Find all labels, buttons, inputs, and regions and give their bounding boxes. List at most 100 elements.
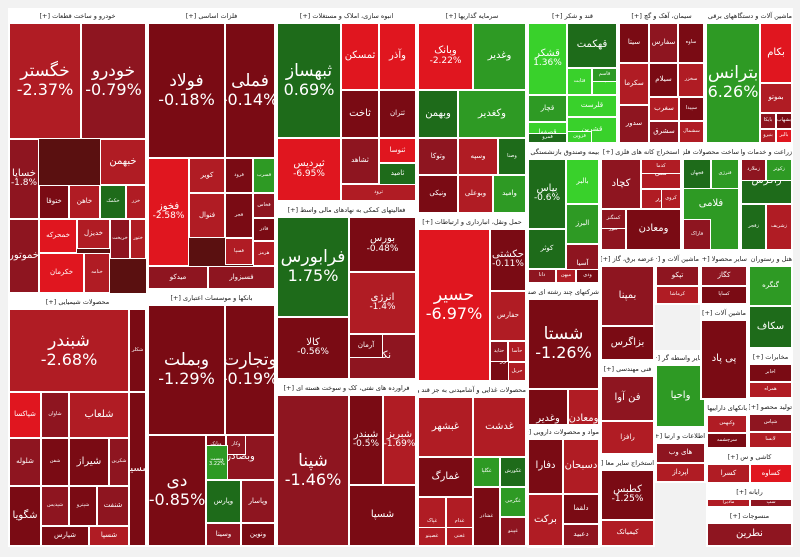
stock-tile[interactable]: سفارس: [649, 23, 678, 63]
stock-tile[interactable]: البرز: [566, 204, 599, 244]
sector-header[interactable]: فنی مهندسی [+]: [601, 362, 654, 376]
stock-tile[interactable]: وکبهمن: [707, 415, 747, 433]
stock-tile[interactable]: سکرما: [619, 63, 649, 105]
stock-tile[interactable]: ثرود: [341, 184, 416, 201]
stock-tile[interactable]: شسپا: [349, 485, 416, 546]
sector-header[interactable]: سرمایه گذاریها [+]: [418, 9, 526, 23]
stock-tile[interactable]: قثابت: [567, 68, 592, 95]
stock-tile[interactable]: ختوقا: [39, 185, 69, 219]
sector-header[interactable]: بیمه وصندوق بازنشستگی [+]: [528, 145, 599, 159]
stock-tile[interactable]: شپاکسا: [9, 392, 41, 438]
stock-tile[interactable]: نطرین: [707, 523, 792, 546]
stock-tile[interactable]: ثپردیس -6.95%: [277, 138, 341, 201]
stock-tile[interactable]: خنامه: [84, 253, 110, 293]
stock-tile[interactable]: حآسا: [508, 341, 526, 362]
stock-tile[interactable]: زشریف: [766, 204, 792, 250]
stock-tile[interactable]: غکورش: [500, 457, 526, 487]
sector-header[interactable]: قند و شکر [+]: [528, 9, 617, 23]
sector-header[interactable]: انبوه سازی، املاک و مستغلات [+]: [277, 9, 416, 23]
stock-tile[interactable]: شبریز -1.69%: [383, 395, 416, 485]
stock-tile[interactable]: وغدیر: [473, 23, 526, 90]
stock-tile[interactable]: بایکا: [760, 113, 776, 129]
stock-tile[interactable]: فجر: [225, 193, 253, 238]
stock-tile[interactable]: خموتور: [9, 219, 39, 293]
stock-tile[interactable]: دفارا: [528, 439, 563, 494]
stock-tile[interactable]: غغنی: [446, 527, 473, 546]
stock-tile[interactable]: فسبزوار: [208, 266, 275, 289]
stock-tile[interactable]: رافزا: [601, 421, 654, 454]
stock-tile[interactable]: شپدیس: [41, 486, 69, 526]
stock-tile[interactable]: خمحرکه: [39, 219, 77, 253]
stock-tile[interactable]: قمرو: [528, 133, 567, 143]
stock-tile[interactable]: خزر: [126, 185, 146, 219]
stock-tile[interactable]: کدما: [641, 159, 681, 174]
stock-tile[interactable]: ونیکی: [418, 175, 458, 213]
stock-tile[interactable]: بکام: [760, 23, 792, 83]
stock-tile[interactable]: انرژی -1.4%: [349, 272, 416, 334]
stock-tile[interactable]: واحیا: [656, 365, 705, 427]
stock-tile[interactable]: خدیزل: [77, 219, 110, 249]
stock-tile[interactable]: برکت: [528, 494, 563, 546]
stock-tile[interactable]: فجهان: [683, 159, 711, 189]
stock-tile[interactable]: بمپنا: [601, 266, 654, 326]
sector-header[interactable]: رایانه [+]: [707, 485, 792, 499]
stock-tile[interactable]: بورس -0.48%: [349, 217, 416, 272]
stock-tile[interactable]: قلرست: [567, 95, 617, 117]
stock-tile[interactable]: بالبر: [776, 129, 792, 143]
stock-tile[interactable]: غدشت: [473, 397, 526, 457]
stock-tile[interactable]: وصنا: [498, 138, 526, 175]
sector-header[interactable]: منسوجات [+]: [707, 509, 792, 523]
stock-tile[interactable]: شگویا: [9, 486, 41, 546]
stock-tile[interactable]: مادیرا: [707, 499, 750, 507]
stock-tile[interactable]: فاذر: [253, 218, 275, 241]
stock-tile[interactable]: خکمک: [100, 185, 126, 219]
stock-tile[interactable]: دسبحان: [563, 439, 599, 494]
stock-tile[interactable]: شپترو: [69, 486, 97, 526]
stock-tile[interactable]: فخوز -2.58%: [148, 158, 189, 266]
stock-tile[interactable]: سخزر: [678, 63, 704, 97]
sector-header[interactable]: شرکتهای چند رشته ای صنعتی [+]: [528, 285, 599, 299]
stock-tile[interactable]: فملی-0.14%: [225, 23, 275, 158]
stock-tile[interactable]: غبشهر: [418, 397, 473, 457]
stock-tile[interactable]: کگاز: [701, 266, 747, 286]
stock-tile[interactable]: شبندر -0.5%: [349, 395, 383, 485]
stock-tile[interactable]: آرمان: [349, 334, 383, 358]
stock-tile[interactable]: سشمال: [679, 121, 704, 143]
stock-tile[interactable]: وامید: [493, 175, 526, 213]
stock-tile[interactable]: خریخت: [110, 219, 130, 259]
stock-tile[interactable]: بشهاب: [776, 113, 792, 129]
stock-tile[interactable]: وپست 3.22%: [206, 445, 228, 480]
stock-tile[interactable]: خگستر -2.37%: [9, 23, 81, 139]
stock-tile[interactable]: ودی: [576, 269, 599, 283]
stock-tile[interactable]: حتاید: [490, 341, 508, 362]
stock-tile[interactable]: شپارس: [41, 526, 89, 546]
stock-tile[interactable]: زکوثر: [766, 159, 792, 181]
stock-tile[interactable]: کیمیاتک: [601, 520, 654, 546]
stock-tile[interactable]: بترانس 6.26%: [706, 23, 760, 143]
stock-tile[interactable]: فرابورس 1.75%: [277, 217, 349, 317]
stock-tile[interactable]: وبملت -1.29%: [148, 305, 225, 435]
stock-tile[interactable]: وسپه: [458, 138, 498, 175]
stock-tile[interactable]: هرمز: [253, 241, 275, 266]
sector-header[interactable]: عرضه برق، گاز [+]: [601, 252, 654, 266]
sector-header[interactable]: تولید محصو [+]: [749, 400, 792, 414]
stock-tile[interactable]: بزاگرس: [601, 326, 654, 360]
stock-tile[interactable]: ثبهساز 0.69%: [277, 23, 341, 138]
sector-header[interactable]: مخابرات [+]: [749, 350, 792, 364]
stock-tile[interactable]: شنفت: [97, 486, 129, 526]
sector-header[interactable]: سایر واسطه گر [+]: [656, 351, 705, 365]
sector-header[interactable]: فعالیتهای کمکی به نهادهای مالی واسط [+]: [277, 203, 416, 217]
stock-tile[interactable]: سپ: [750, 499, 792, 507]
sector-header[interactable]: استخراج سایر معا [+]: [601, 456, 654, 470]
stock-tile[interactable]: شکربن: [109, 438, 129, 486]
stock-tile[interactable]: گنگره: [749, 266, 792, 306]
stock-tile[interactable]: خودرو -0.79%: [81, 23, 146, 139]
stock-tile[interactable]: سپیدا: [679, 97, 704, 121]
stock-tile[interactable]: شسینا: [129, 392, 146, 546]
sector-header[interactable]: مواد و محصولات دارویی [+]: [528, 425, 599, 439]
stock-tile[interactable]: سیتا: [619, 23, 649, 63]
sector-header[interactable]: ماشین آلات و [+]: [656, 252, 699, 266]
stock-tile[interactable]: ومعادن: [626, 209, 681, 250]
stock-tile[interactable]: پی پاد: [701, 320, 747, 399]
stock-tile[interactable]: ثمسکن: [341, 23, 379, 90]
